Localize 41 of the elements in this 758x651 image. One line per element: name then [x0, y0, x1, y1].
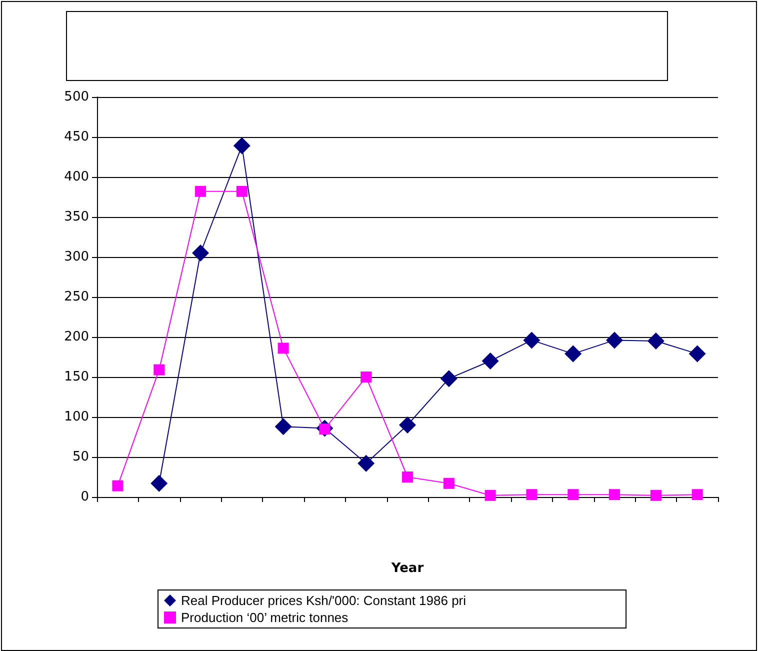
point: [564, 345, 582, 362]
y-tick-label: 500: [64, 90, 89, 104]
y-tick-label: 50: [72, 450, 89, 464]
point: [647, 332, 664, 350]
point: [526, 489, 538, 500]
point: [482, 352, 499, 370]
y-tick-label: 200: [64, 330, 89, 344]
point: [274, 418, 292, 436]
point: [278, 342, 289, 354]
point: [650, 490, 662, 501]
point: [523, 332, 540, 349]
y-tick-label: 0: [80, 490, 89, 504]
point: [399, 416, 416, 434]
point: [484, 490, 496, 501]
y-tick-label: 400: [64, 170, 89, 184]
point: [358, 454, 375, 472]
point: [150, 474, 168, 492]
point: [568, 489, 579, 500]
point: [192, 244, 209, 262]
point: [195, 186, 206, 197]
x-axis-title: Year: [390, 561, 424, 576]
point: [443, 478, 454, 489]
point: [692, 489, 703, 500]
y-tick-label: 150: [64, 370, 89, 384]
point: [606, 332, 623, 349]
point: [360, 372, 372, 382]
point: [402, 472, 413, 482]
point: [154, 364, 165, 376]
y-tick-label: 450: [64, 130, 89, 144]
point: [112, 480, 124, 492]
y-tick-label: 250: [64, 290, 89, 304]
point: [440, 370, 458, 388]
point: [609, 489, 620, 500]
y-tick-label: 350: [64, 210, 89, 224]
point: [688, 345, 706, 362]
point: [233, 137, 250, 154]
y-tick-label: 300: [64, 250, 89, 264]
y-tick-label: 100: [64, 410, 89, 424]
legend-label: Real Producer prices Ksh/'000: Constant 1986 pri: [181, 593, 466, 608]
legend-label: Production ‘00’ metric tonnes: [181, 610, 349, 625]
point: [236, 186, 248, 197]
